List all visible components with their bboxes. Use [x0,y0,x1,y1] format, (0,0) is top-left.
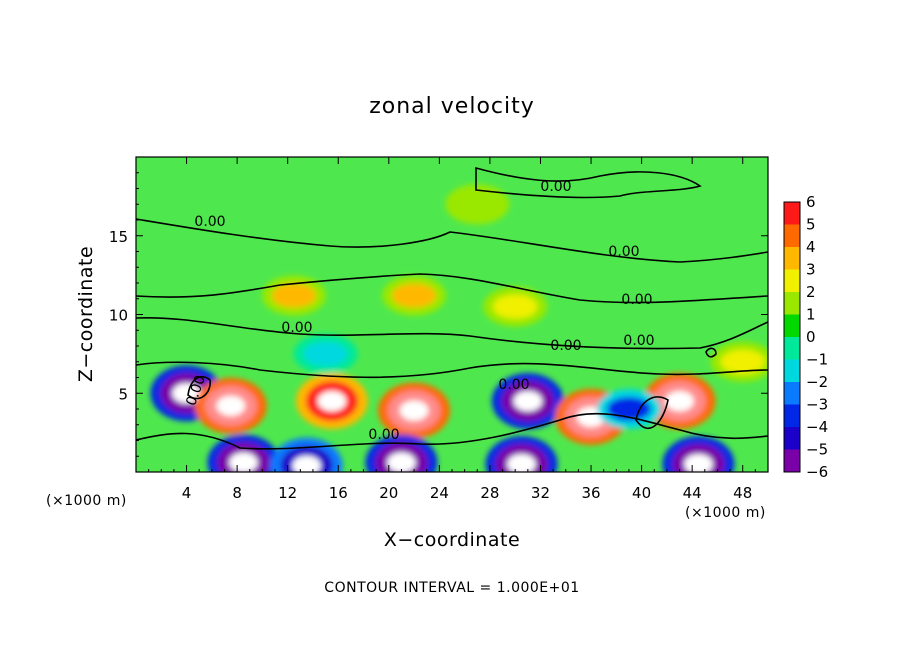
y-tick-label: 5 [118,385,128,403]
field-blob-core [684,454,713,472]
colorbar-swatch [784,359,800,382]
colorbar-label: 3 [806,261,816,279]
colorbar-label: −4 [806,418,828,436]
field-blob-core [317,391,347,412]
chart-title: zonal velocity [369,94,535,119]
colorbar-label: −1 [806,351,828,369]
colorbar-swatch [784,337,800,360]
colorbar-label: −2 [806,373,828,391]
contour-label: 0.00 [608,244,639,260]
field-blob [720,349,765,374]
contour-interval-note: CONTOUR INTERVAL = 1.000E+01 [324,580,579,596]
colorbar-swatch [784,404,800,427]
field-blob-core [665,391,694,412]
x-tick-label: 20 [379,484,398,502]
velocity-field [150,184,768,472]
colorbar: −6 −5 −4 −3 −2 −1 0 1 2 3 4 5 6 [783,193,828,481]
zero-contours [136,166,768,450]
colorbar-swatch [784,292,800,315]
contour-labels: 0.000.000.000.000.000.000.000.00 0.000.00 [183,179,654,443]
x-tick-label: 44 [683,484,702,502]
field-blob-core [387,452,416,472]
colorbar-label: 5 [806,216,816,234]
x-axis-origin-unit: (×1000 m) [46,493,127,509]
contour-label: 0.00 [194,214,225,230]
colorbar-label: 6 [806,193,816,211]
field-blob-core [216,395,246,416]
field-blob [303,341,348,366]
x-tick-label: 48 [733,484,752,502]
colorbar-swatch [784,202,800,225]
field-blob [392,283,437,308]
x-tick-label: 4 [182,484,192,502]
field-blob-core [513,391,543,412]
colorbar-swatch [784,224,800,247]
colorbar-swatch [784,247,800,270]
x-tick-label: 16 [329,484,348,502]
y-tick-label: 15 [109,228,128,246]
contour-label: 0.00 [550,338,581,354]
contour-label: 0.00 [623,333,654,349]
contour-label: 0.00 [498,377,529,393]
x-axis-label: X−coordinate [384,529,520,551]
field-blob-core [292,455,321,472]
colorbar-label: −3 [806,396,828,414]
y-axis: 5 10 15 [109,172,768,457]
contour-label: 0.00 [540,179,571,195]
x-tick-label: 8 [232,484,242,502]
colorbar-label: 4 [806,238,816,256]
colorbar-swatch [784,269,800,292]
x-tick-label: 36 [581,484,600,502]
colorbar-label: 0 [806,328,816,346]
field-blob [455,192,500,217]
colorbar-frame [783,201,801,473]
x-tick-label: 40 [632,484,651,502]
colorbar-swatch [784,449,800,472]
x-tick-label: 12 [278,484,297,502]
field-blob-core [229,452,258,472]
colorbar-label: −6 [806,463,828,481]
y-tick-label: 10 [109,307,128,325]
contour-label: 0.00 [368,427,399,443]
field-blob [493,294,538,319]
colorbar-label: −5 [806,441,828,459]
field-blob-core [399,400,429,421]
plot-area: 0.000.000.000.000.000.000.000.00 0.000.00 [136,157,768,472]
x-tick-label: 32 [531,484,550,502]
field-blob-core [507,454,536,472]
contour-label: 0.00 [621,292,652,308]
colorbar-label: 1 [806,306,816,324]
y-axis-label: Z−coordinate [75,246,97,382]
colorbar-swatch [784,427,800,450]
field-blob [272,283,316,308]
colorbar-swatch [784,314,800,337]
x-tick-label: 28 [480,484,499,502]
x-axis: 4 8 12 16 20 24 28 32 36 40 44 48 [148,157,756,502]
x-tick-label: 24 [430,484,449,502]
x-axis-unit: (×1000 m) [685,505,766,521]
colorbar-label: 2 [806,283,816,301]
contour-label: 0.00 [281,320,312,336]
colorbar-swatch [784,382,800,405]
